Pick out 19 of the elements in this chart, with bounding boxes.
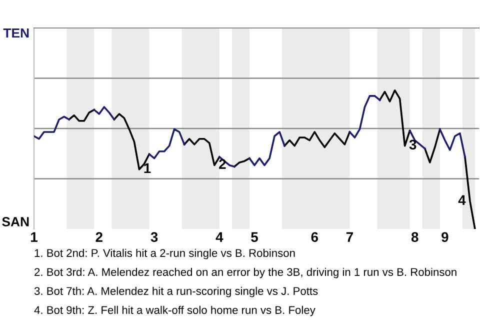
x-tick-label: 7 — [346, 232, 353, 242]
x-tick-label: 8 — [411, 232, 418, 242]
text: 4. Bot 9th: Z. Fell hit a walk-off solo home run vs B. Foley — [34, 306, 316, 316]
x-tick-label: 1 — [31, 232, 38, 242]
annotation: 3 — [409, 140, 416, 150]
text: 1. Bot 2nd: P. Vitalis hit a 2-run single vs B. Robinson — [34, 248, 295, 260]
text: TEN — [3, 28, 29, 38]
x-tick-label: 2 — [96, 232, 102, 242]
annotation: 1 — [144, 163, 151, 173]
x-tick-label: 6 — [311, 232, 318, 242]
annotation: 2 — [219, 159, 226, 169]
x-tick-label: 3 — [150, 232, 158, 242]
x-tick-label: 9 — [442, 232, 448, 242]
text: 3. Bot 7th: A. Melendez hit a run-scoring single vs J. Potts — [34, 286, 318, 298]
x-tick-label: 5 — [251, 232, 258, 242]
annotation: 4 — [458, 195, 466, 205]
text: SAN — [2, 217, 29, 226]
x-tick-label: 4 — [216, 232, 224, 242]
text: 2. Bot 3rd: A. Melendez reached on an error by the 3B, driving in 1 run vs B. Robinson — [34, 268, 456, 278]
